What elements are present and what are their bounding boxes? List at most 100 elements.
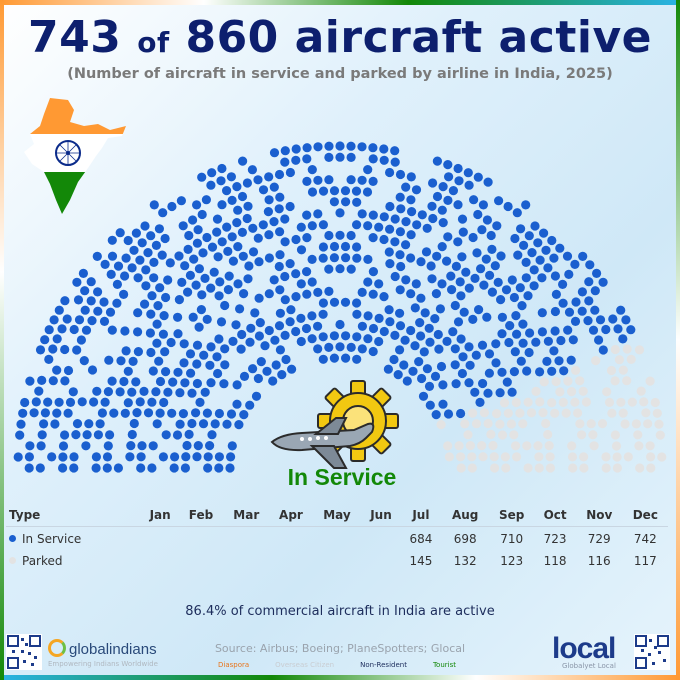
in-service-dot — [193, 441, 203, 451]
in-service-dot — [92, 386, 102, 396]
table-cell: 698 — [453, 532, 477, 546]
in-service-dot — [274, 261, 284, 272]
in-service-dot — [428, 213, 438, 224]
in-service-dot — [437, 205, 447, 215]
in-service-dot — [253, 233, 263, 243]
in-service-dot — [201, 195, 211, 205]
in-service-dot — [346, 141, 356, 151]
in-service-dot — [227, 232, 237, 242]
in-service-dot — [68, 387, 78, 397]
in-service-dot — [183, 244, 193, 254]
in-service-dot — [562, 251, 573, 261]
in-service-dot — [307, 187, 318, 197]
in-service-dot — [341, 197, 351, 207]
in-service-dot — [554, 356, 564, 366]
in-service-dot — [518, 319, 528, 329]
in-service-dot — [379, 144, 389, 154]
in-service-dot — [539, 228, 549, 238]
in-service-dot — [224, 271, 234, 281]
parliament-chart — [13, 141, 667, 473]
in-service-dot — [174, 251, 184, 261]
in-service-dot — [437, 242, 447, 252]
in-service-dot — [461, 267, 471, 277]
in-service-dot — [296, 245, 307, 255]
in-service-dot — [79, 356, 89, 366]
in-service-dot — [335, 230, 345, 240]
in-service-dot — [352, 197, 362, 207]
in-service-dot — [105, 430, 115, 440]
in-service-dot — [341, 331, 351, 341]
in-service-dot — [518, 338, 528, 348]
in-service-dot — [152, 338, 162, 348]
in-service-dot — [274, 204, 284, 214]
parked-dot — [539, 377, 549, 387]
in-service-dot — [16, 419, 26, 429]
parked-dot — [639, 397, 649, 407]
in-service-dot — [592, 268, 602, 278]
in-service-dot — [167, 408, 177, 418]
table-cell: 742 — [633, 532, 657, 546]
parked-dot — [467, 463, 477, 473]
in-service-dot — [52, 408, 62, 418]
in-service-dot — [601, 324, 611, 335]
parked-dot — [511, 397, 521, 408]
in-service-dot — [248, 223, 258, 233]
in-service-dot — [313, 209, 323, 219]
in-service-dot — [493, 277, 503, 287]
in-service-dot — [91, 463, 101, 473]
in-service-dot — [626, 325, 636, 335]
in-service-dot — [510, 233, 520, 244]
parked-dot — [631, 419, 642, 429]
in-service-dot — [143, 408, 154, 418]
in-service-dot — [258, 185, 269, 195]
parked-dot — [612, 463, 623, 473]
in-service-dot — [431, 289, 441, 299]
parked-dot — [611, 441, 622, 451]
in-service-dot — [352, 309, 362, 319]
parked-dot — [506, 419, 516, 429]
in-service-dot — [182, 440, 192, 451]
in-service-dot — [537, 273, 547, 283]
in-service-dot — [174, 295, 184, 305]
in-service-dot — [231, 320, 241, 330]
in-service-dot — [433, 329, 443, 340]
in-service-dot — [384, 247, 394, 257]
in-service-dot — [456, 408, 466, 419]
in-service-dot — [127, 263, 137, 273]
in-service-dot — [379, 292, 389, 302]
table-cell: 118 — [543, 554, 567, 568]
in-service-dot — [213, 252, 223, 262]
in-service-dot — [340, 297, 351, 307]
in-service-dot — [324, 152, 334, 162]
in-service-dot — [192, 359, 202, 369]
in-service-dot — [188, 312, 198, 322]
in-service-dot — [212, 352, 222, 362]
in-service-dot — [192, 200, 202, 210]
in-service-dot — [494, 196, 504, 206]
in-service-dot — [363, 311, 373, 321]
in-service-dot — [357, 287, 367, 297]
table-cell: 132 — [453, 554, 477, 568]
in-service-dot — [478, 378, 488, 389]
in-service-dot — [550, 271, 561, 281]
parked-dot — [523, 397, 533, 407]
in-service-dot — [401, 240, 411, 250]
in-service-dot — [239, 289, 249, 299]
in-service-dot — [161, 292, 171, 303]
in-service-dot — [335, 319, 345, 330]
in-service-dot — [183, 287, 193, 297]
parked-dot — [563, 376, 573, 386]
in-service-dot — [324, 264, 334, 274]
in-service-dot — [385, 224, 395, 234]
in-service-dot — [207, 168, 217, 178]
in-service-dot — [363, 334, 373, 344]
in-service-dot — [346, 152, 356, 162]
in-service-dot — [137, 441, 147, 451]
parked-dot — [646, 463, 656, 473]
in-service-dot — [148, 366, 158, 376]
in-service-dot — [193, 225, 203, 235]
in-service-dot — [236, 344, 246, 354]
in-service-dot — [135, 255, 145, 265]
in-service-dot — [160, 233, 170, 244]
in-service-dot — [406, 289, 416, 299]
